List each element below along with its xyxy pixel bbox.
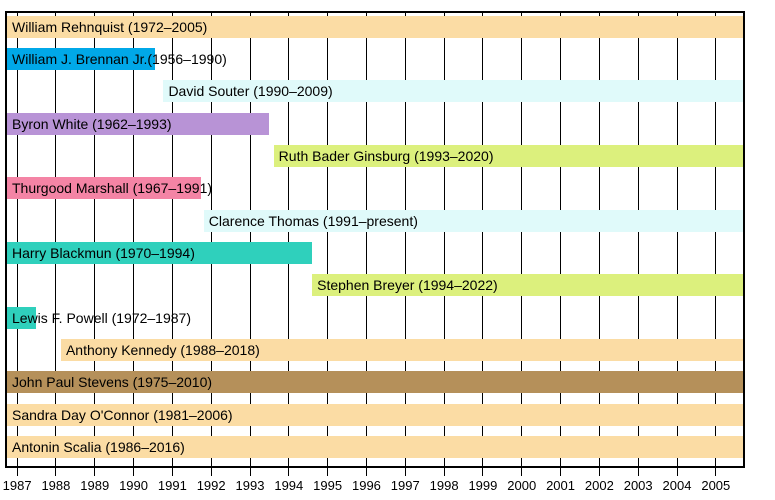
axis-tick [94,468,96,476]
justice-label: Ruth Bader Ginsburg (1993–2020) [278,147,494,164]
justice-label: Harry Blackmun (1970–1994) [12,245,195,261]
year-gridline [133,13,135,466]
axis-year-label: 2005 [701,478,731,493]
tenure-bar [7,436,743,459]
axis-year-label: 1993 [235,478,265,493]
year-gridline [676,13,678,466]
justice-label: Lewis F. Powell (1972–1987) [12,309,191,326]
justice-label: Thurgood Marshall (1967–1991) [12,180,213,197]
justice-label: Byron White (1962–1993) [12,115,172,132]
axis-tick [676,468,678,476]
axis-tick [482,468,484,476]
year-gridline [249,13,251,466]
year-gridline [327,13,329,466]
tenure-bar [7,371,743,394]
justice-label: William J. Brennan Jr.(1956–1990) [12,50,227,67]
year-gridline [443,13,445,466]
justice-label: William Rehnquist (1972–2005) [12,18,208,35]
axis-year-label: 1990 [119,478,148,493]
axis-tick [171,468,173,476]
justice-label: Sandra Day O'Connor (1981–2006) [12,406,233,423]
tenure-bar [7,403,743,426]
axis-year-label: 2001 [546,478,575,493]
axis-year-label: 2000 [507,478,537,493]
tenure-bar [7,242,312,264]
axis-year-label: 1996 [351,478,381,493]
axis-year-label: 2002 [584,478,614,493]
year-gridline [365,13,367,466]
axis-year-label: 1989 [80,478,110,493]
year-gridline [210,13,212,466]
year-gridline [288,13,290,466]
year-gridline [404,13,406,466]
year-gridline [598,13,600,466]
axis-year-label: 1998 [429,478,459,493]
axis-year-label: 1987 [2,478,32,493]
axis-year-label: 1988 [41,478,71,493]
justice-label: Anthony Kennedy (1988–2018) [65,342,260,359]
axis-year-label: 1991 [157,478,187,493]
axis-tick [210,468,212,476]
year-gridline [560,13,562,466]
axis-tick [55,468,57,476]
axis-tick [133,468,135,476]
axis-tick [521,468,523,476]
axis-tick [637,468,639,476]
axis-year-label: 1999 [468,478,498,493]
tenure-bar [312,274,743,297]
justice-label: Antonin Scalia (1986–2016) [12,439,185,456]
tenure-bar [7,112,270,135]
year-gridline [482,13,484,466]
axis-tick [288,468,290,476]
axis-tick [365,468,367,476]
tenure-bar [60,339,743,362]
year-gridline [521,13,523,466]
year-gridline [16,13,18,466]
year-gridline [94,13,96,466]
axis-year-label: 2003 [623,478,653,493]
tenure-bar [7,177,202,200]
axis-year-label: 1992 [196,478,226,493]
axis-tick [404,468,406,476]
axis-year-label: 2004 [662,478,692,493]
justice-label: Clarence Thomas (1991–present) [208,212,418,229]
year-gridline [55,13,57,466]
tenure-bar [7,47,155,70]
justice-label: Stephen Breyer (1994–2022) [317,277,498,294]
axis-tick [16,468,18,476]
tenure-bar [7,306,37,329]
tenure-bar [7,15,743,38]
axis-tick [327,468,329,476]
year-gridline [171,13,173,466]
justice-label: David Souter (1990–2009) [168,83,333,100]
axis-tick [715,468,717,476]
tenure-bar [163,80,743,103]
tenure-bar [273,144,743,167]
axis-year-label: 1995 [313,478,343,493]
axis-year-label: 1994 [274,478,304,493]
axis-year-label: 1997 [390,478,420,493]
year-gridline [637,13,639,466]
justice-label: John Paul Stevens (1975–2010) [12,374,213,391]
axis-tick [249,468,251,476]
axis-tick [598,468,600,476]
axis-tick [443,468,445,476]
axis-tick [560,468,562,476]
year-gridline [715,13,717,466]
tenure-bar [203,209,743,232]
